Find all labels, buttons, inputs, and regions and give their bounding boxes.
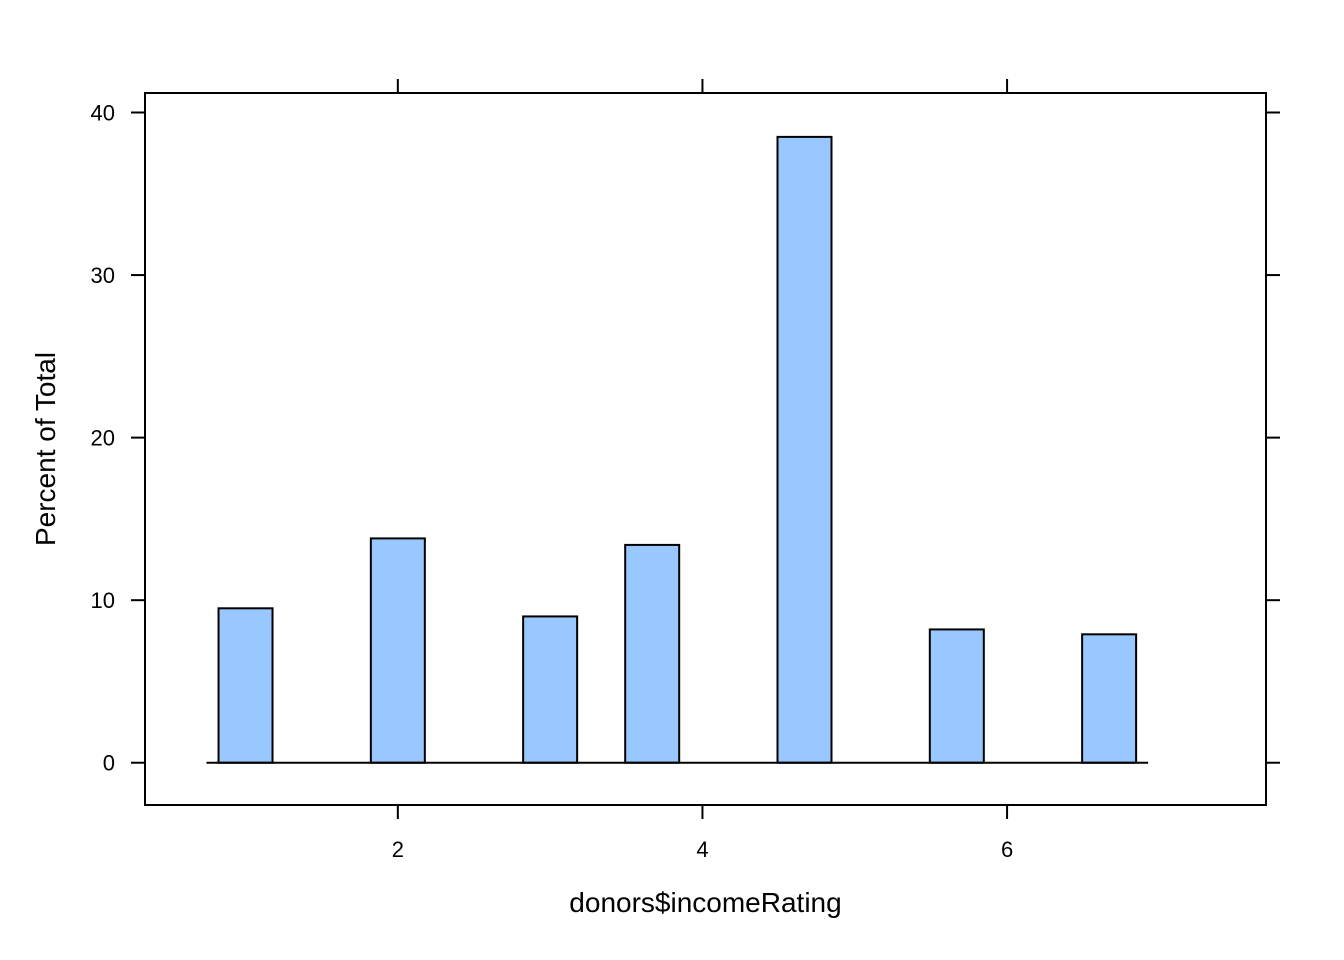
- bar-3: [522, 615, 579, 764]
- x-axis-title: donors$incomeRating: [569, 887, 841, 918]
- bar-4: [624, 543, 681, 764]
- x-tick-label-2: 2: [392, 837, 404, 862]
- x-tick-label-4: 4: [696, 837, 708, 862]
- y-tick-label-40: 40: [91, 101, 115, 126]
- bar-1: [217, 607, 274, 764]
- plot-panel: [144, 92, 1267, 806]
- bar-6: [928, 628, 985, 764]
- y-tick-label-30: 30: [91, 263, 115, 288]
- y-tick-label-0: 0: [103, 751, 115, 776]
- y-axis-title: Percent of Total: [30, 352, 61, 546]
- bar-5: [776, 135, 833, 764]
- bar-7: [1081, 633, 1138, 764]
- bar-2: [369, 537, 426, 764]
- y-tick-label-10: 10: [91, 588, 115, 613]
- y-tick-label-20: 20: [91, 426, 115, 451]
- axis-ticks: 2 4 6 0 10 20 30 40: [91, 79, 1280, 862]
- x-tick-label-6: 6: [1001, 837, 1013, 862]
- bars-layer: [217, 135, 1138, 764]
